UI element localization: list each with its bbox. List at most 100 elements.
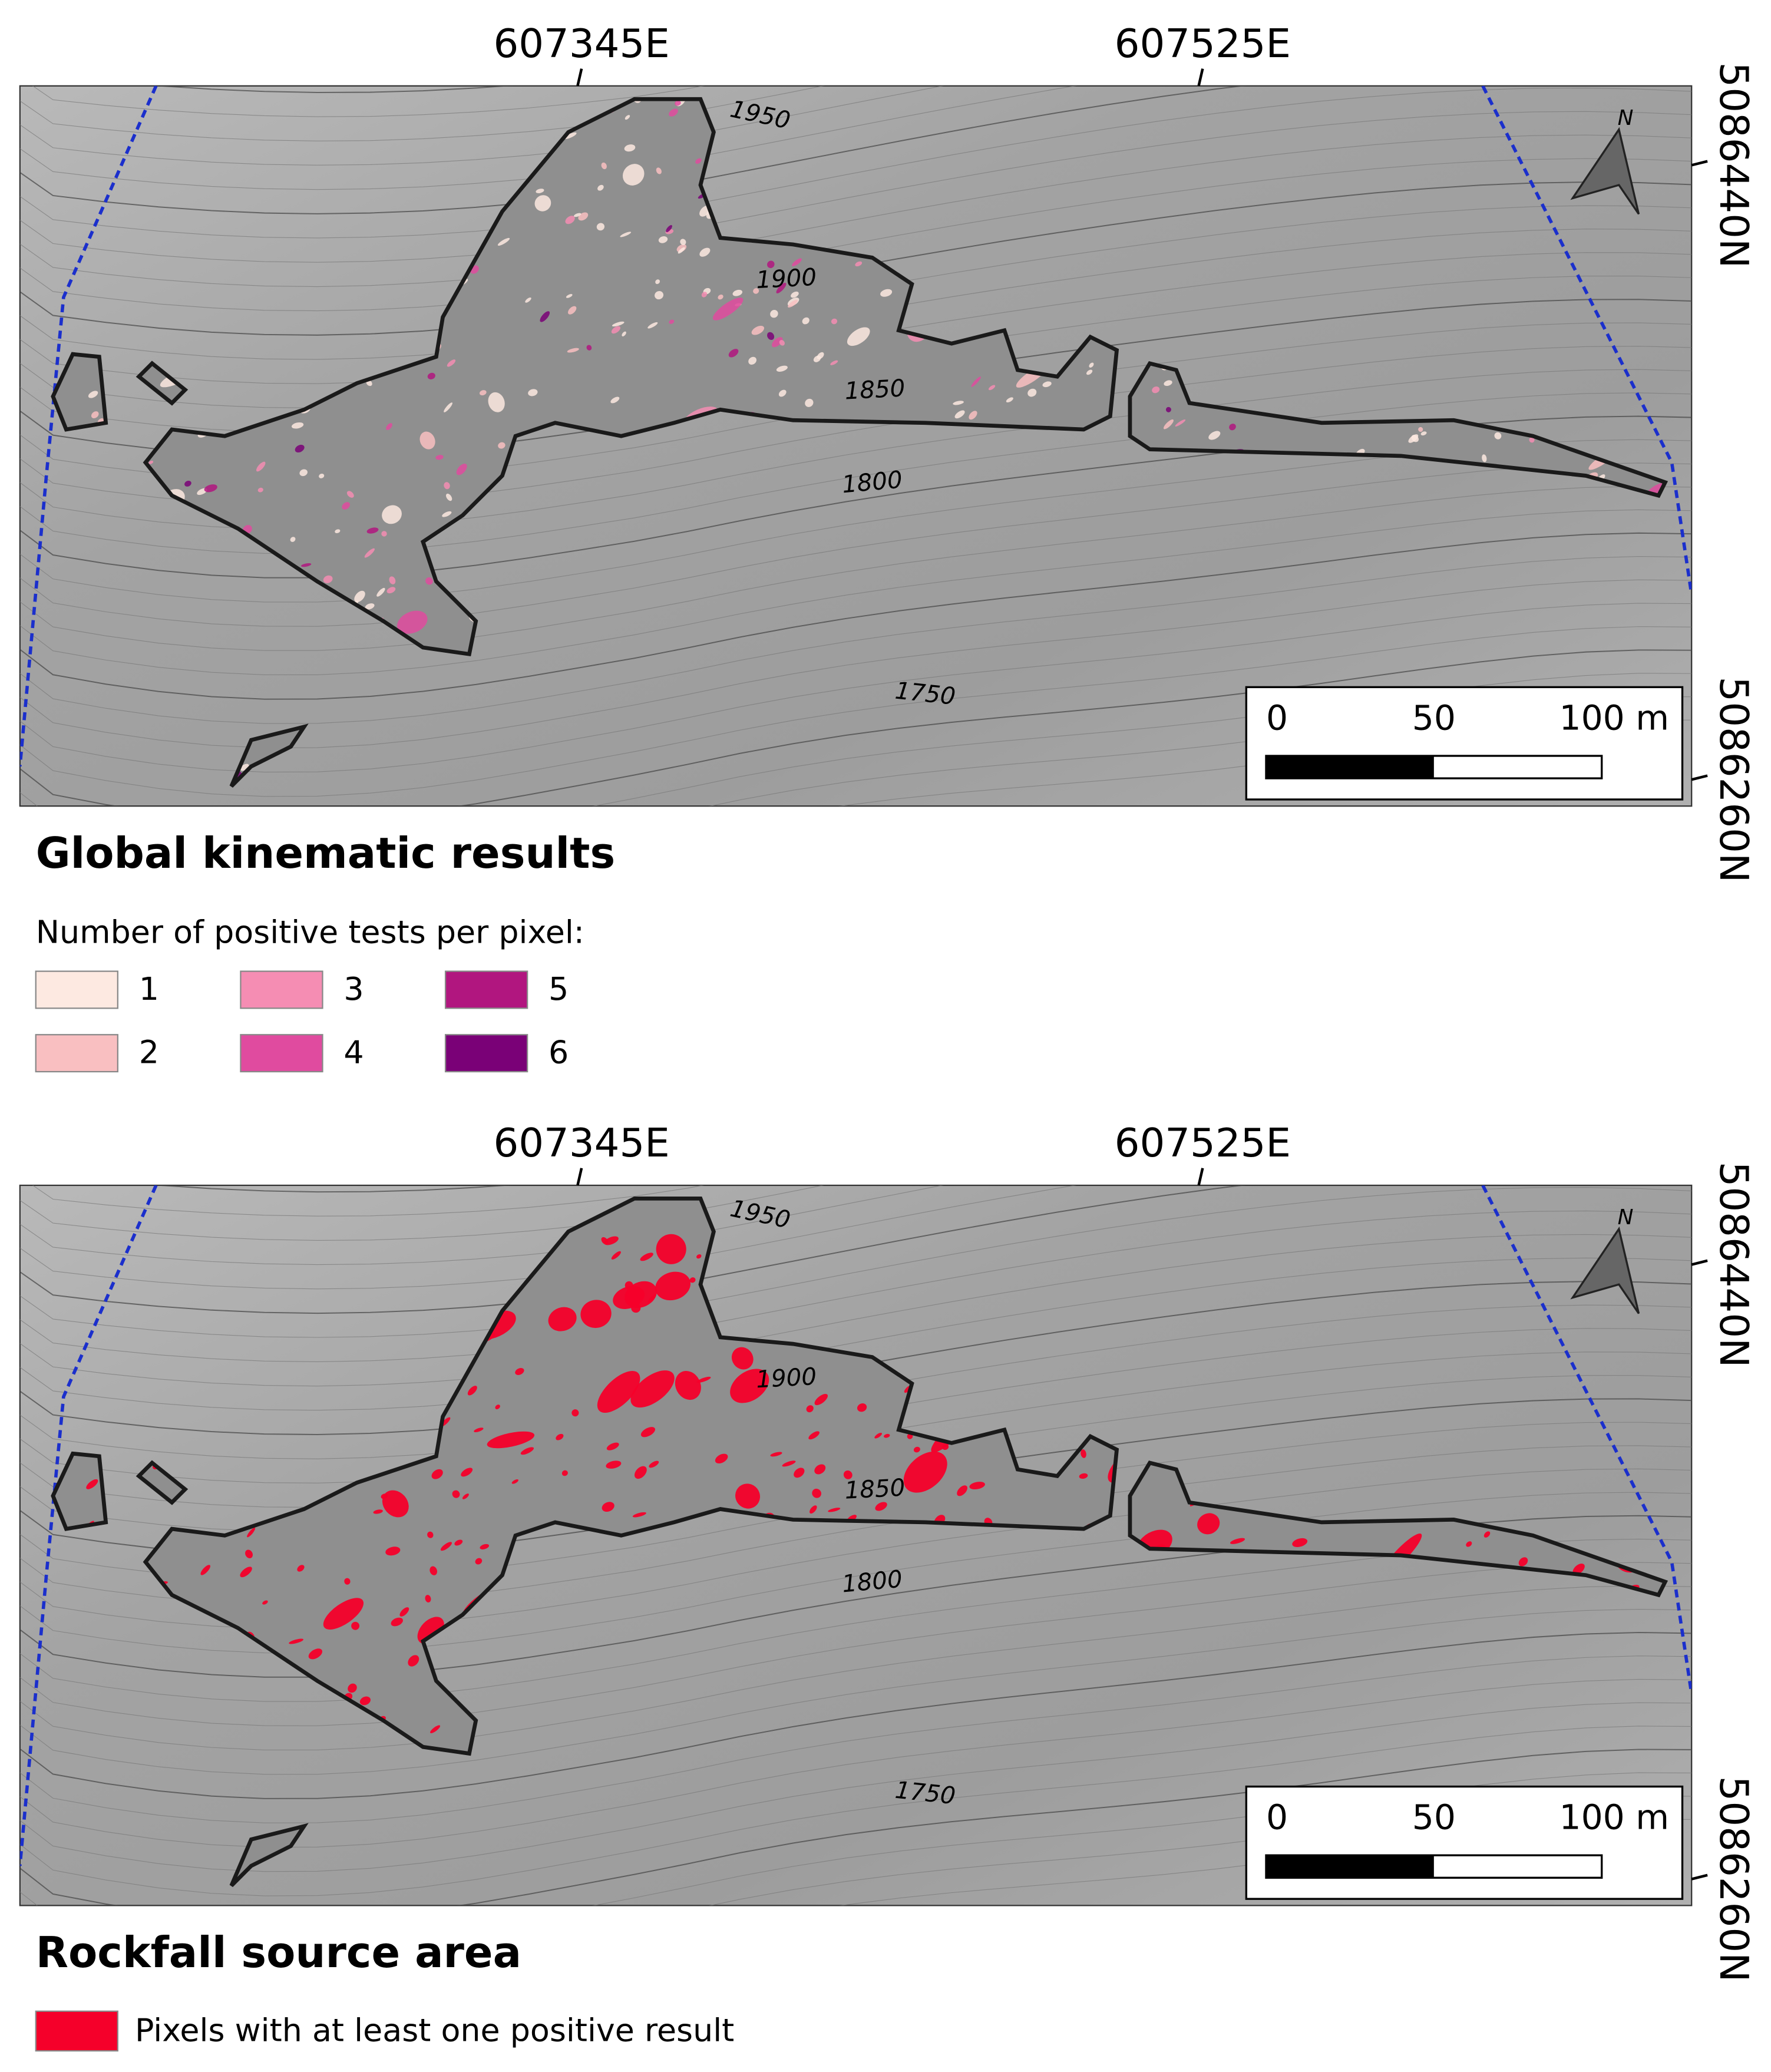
contour-line xyxy=(19,1187,1692,1338)
pixel-patch xyxy=(1494,432,1502,439)
polygon-outline xyxy=(136,361,189,406)
pixel-patch xyxy=(515,1368,524,1375)
pixel-patch xyxy=(611,326,621,334)
contour-line xyxy=(19,1585,1692,1750)
pixel-patch xyxy=(696,1254,702,1259)
pixel-patch xyxy=(601,1237,609,1245)
pixel-patch xyxy=(624,144,636,152)
study-polygon xyxy=(145,1198,1117,1754)
scale-label: 100 m xyxy=(1559,1797,1669,1838)
pixel-patch xyxy=(875,1502,887,1511)
pixel-patch xyxy=(676,244,687,252)
contour-line xyxy=(19,1257,1692,1411)
pixel-patch xyxy=(429,1566,437,1575)
contour-line xyxy=(32,85,705,117)
pixel-patch xyxy=(342,502,351,510)
pixel-patch xyxy=(735,1483,761,1509)
pixel-patch xyxy=(610,396,620,404)
pixel-patch xyxy=(479,390,487,396)
pixel-patch xyxy=(564,132,577,139)
contour-line xyxy=(19,85,1077,190)
pixel-patch xyxy=(373,1509,383,1514)
pixel-patch xyxy=(319,473,325,478)
pixel-patch xyxy=(290,537,296,542)
pixel-patch xyxy=(1086,369,1093,375)
north-arrow xyxy=(1570,127,1640,215)
contour-line xyxy=(19,1608,1692,1775)
pixel-patch xyxy=(573,213,581,217)
pixel-patch xyxy=(788,299,798,308)
pixel-patch xyxy=(442,511,452,517)
pixel-patch xyxy=(715,1453,728,1464)
pixel-patch xyxy=(348,1683,357,1693)
pixel-patch xyxy=(622,331,626,336)
pixel-patch xyxy=(971,376,981,387)
pixel-patch xyxy=(354,590,365,603)
northing-label: 5086260N xyxy=(1711,676,1757,883)
north-label: N xyxy=(1618,106,1634,130)
contour-line xyxy=(153,85,514,94)
easting-label: 607345E xyxy=(493,1120,669,1166)
pixel-patch xyxy=(289,1638,304,1644)
pixel-patch xyxy=(568,306,577,315)
pixel-patch xyxy=(1152,386,1160,394)
pixel-patch xyxy=(1079,1473,1088,1479)
pixel-patch xyxy=(680,239,686,245)
pixel-patch xyxy=(425,1595,431,1602)
contour-line xyxy=(19,87,1692,239)
pixel-patch xyxy=(1081,1449,1086,1458)
contour-line xyxy=(19,85,1247,214)
legend-label: 5 xyxy=(549,970,569,1007)
pixel-patch xyxy=(625,115,630,120)
pixel-patch xyxy=(567,348,579,353)
pixel-patch xyxy=(382,505,402,524)
pixel-patch xyxy=(430,1725,441,1733)
contour-line xyxy=(19,85,825,141)
pixel-patch xyxy=(323,1598,364,1630)
contour-line xyxy=(19,532,1692,700)
contour-label: 1900 xyxy=(755,263,817,294)
contour-line xyxy=(19,134,1692,287)
pixel-patch xyxy=(808,1431,820,1440)
pixel-patch xyxy=(813,355,821,362)
pixel-patch xyxy=(830,360,838,365)
pixel-patch xyxy=(323,575,333,583)
pixel-patch xyxy=(240,1567,252,1578)
pixel-patch xyxy=(666,225,672,233)
contour-line xyxy=(19,158,1692,312)
pixel-patch xyxy=(431,1469,443,1479)
pixel-patch xyxy=(556,1433,564,1440)
pixel-patch xyxy=(802,317,809,325)
legend-label: 4 xyxy=(343,1034,364,1071)
pixel-patch xyxy=(391,1617,403,1627)
pixel-patch xyxy=(655,279,660,285)
pixel-patch xyxy=(831,318,838,325)
pixel-patch xyxy=(612,321,625,327)
polygon-outline xyxy=(136,1460,189,1505)
legend-swatch xyxy=(444,1034,528,1073)
polygon-outline xyxy=(229,1823,309,1888)
pixel-patch xyxy=(658,236,668,243)
pixel-patch xyxy=(1175,419,1186,427)
pixel-patch xyxy=(640,1427,656,1437)
scale-label: 50 xyxy=(1412,1797,1456,1838)
polygon-outline xyxy=(229,723,309,788)
coordinate-tick xyxy=(1197,68,1204,87)
pixel-patch xyxy=(814,1464,826,1475)
coordinate-tick xyxy=(1691,774,1708,781)
pixel-patch xyxy=(857,1403,867,1412)
pixel-patch xyxy=(776,283,787,293)
pixel-patch xyxy=(397,610,428,634)
scale-box xyxy=(1245,1785,1684,1900)
pixel-patch xyxy=(444,482,450,490)
pixel-patch xyxy=(381,531,387,537)
pixel-patch xyxy=(1006,397,1013,403)
pixel-patch xyxy=(988,385,996,391)
pixel-patch xyxy=(88,391,98,398)
legend-swatch xyxy=(35,2010,118,2052)
legend-title: Number of positive tests per pixel: xyxy=(36,913,584,950)
contour-line xyxy=(19,1631,1692,1799)
pixel-patch xyxy=(794,1468,805,1478)
